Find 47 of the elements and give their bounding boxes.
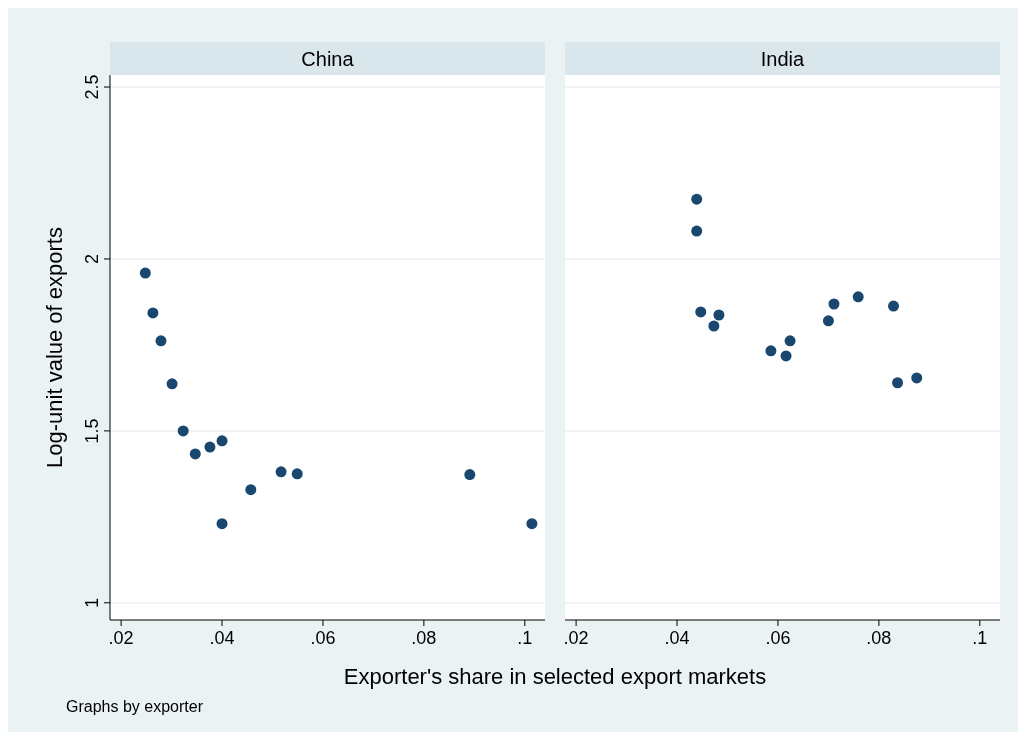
x-tick-label: .02: [108, 628, 134, 648]
point: [155, 335, 167, 347]
point: [691, 193, 703, 205]
point: [216, 435, 228, 447]
x-axis-title: Exporter's share in selected export markets: [343, 664, 767, 689]
text: Graphs by exporter: [66, 698, 204, 715]
point: [713, 309, 725, 321]
point: [177, 425, 189, 437]
point: [765, 345, 777, 357]
x-tick-label: .06: [765, 628, 791, 648]
point: [780, 350, 792, 362]
y-axis-title: Log-unit value of exports: [42, 227, 67, 468]
y-tick-label: 1.5: [82, 418, 102, 444]
chart-title: India: [760, 47, 806, 70]
point: [526, 518, 538, 530]
y-tick-label: 2: [82, 253, 102, 264]
point: [291, 468, 303, 480]
point: [275, 466, 287, 478]
point: [911, 372, 923, 384]
y-tick-label: 1: [82, 597, 102, 608]
point: [216, 518, 228, 530]
point: [892, 377, 904, 389]
point: [204, 441, 216, 453]
point: [852, 291, 864, 303]
point: [784, 335, 796, 347]
point: [708, 320, 720, 332]
point: [166, 378, 178, 390]
point: [147, 307, 159, 319]
y-tick-label: 2.5: [82, 74, 102, 100]
x-tick-label: .06: [310, 628, 336, 648]
x-tick-label: .1: [517, 628, 533, 648]
chart-title: China: [301, 47, 355, 70]
x-tick-label: .04: [664, 628, 690, 648]
point: [691, 225, 703, 237]
x-tick-label: .04: [209, 628, 235, 648]
point: [888, 300, 900, 312]
x-tick-label: .08: [866, 628, 892, 648]
x-tick-label: .1: [972, 628, 988, 648]
x-tick-label: .02: [563, 628, 589, 648]
point: [828, 298, 840, 310]
x-tick-label: .08: [411, 628, 437, 648]
point: [464, 469, 476, 481]
point: [189, 448, 201, 460]
point: [245, 484, 257, 496]
point: [822, 315, 834, 327]
point: [139, 267, 151, 279]
point: [695, 306, 707, 318]
